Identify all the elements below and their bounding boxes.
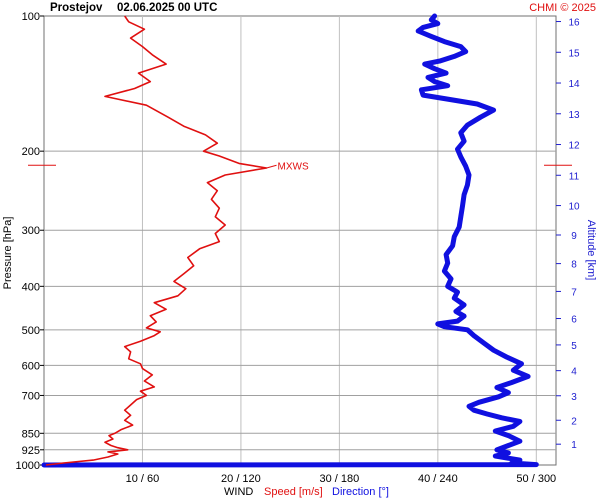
altitude-tick-label: 15 <box>568 48 580 59</box>
altitude-tick-label: 11 <box>569 171 580 182</box>
plot-frame <box>43 15 557 466</box>
x-tick-label: 40 / 240 <box>418 473 458 485</box>
x-tick-label: 50 / 300 <box>516 473 556 485</box>
x-tick-label: 30 / 180 <box>320 473 360 485</box>
altitude-tick-label: 4 <box>571 367 577 378</box>
altitude-tick-label: 13 <box>568 110 580 121</box>
copyright-label: CHMI © 2025 <box>529 2 596 14</box>
station-name: Prostejov <box>50 2 103 14</box>
speed-series-line <box>45 15 268 466</box>
altitude-tick-label: 2 <box>571 416 577 427</box>
pressure-tick-label: 500 <box>22 325 40 337</box>
altitude-tick-label: 16 <box>568 18 580 29</box>
altitude-tick-label: 7 <box>571 287 577 298</box>
pressure-tick-label: 700 <box>22 390 40 402</box>
altitude-tick-label: 10 <box>568 202 580 213</box>
pressure-tick-label: 600 <box>22 360 40 372</box>
pressure-tick-label: 925 <box>22 445 40 457</box>
x-tick-label: 10 / 60 <box>126 473 160 485</box>
pressure-tick-label: 200 <box>22 146 40 158</box>
altitude-tick-label: 5 <box>571 341 577 352</box>
altitude-tick-label: 3 <box>571 392 577 403</box>
x-tick-label: 20 / 120 <box>221 473 261 485</box>
altitude-tick-label: 12 <box>568 141 580 152</box>
max-wind-leader <box>266 164 277 169</box>
altitude-tick-label: 14 <box>568 79 580 90</box>
footer-direction-label: Direction [°] <box>332 486 389 498</box>
direction-series-line <box>41 13 539 468</box>
altitude-tick-label: 1 <box>571 440 577 451</box>
max-wind-label: MXWS <box>278 161 309 172</box>
y-right-axis-title: Altitude [km] <box>585 220 597 281</box>
pressure-tick-label: 100 <box>22 11 40 23</box>
datetime-label: 02.06.2025 00 UTC <box>117 2 217 14</box>
y-left-axis-title: Pressure [hPa] <box>2 217 14 290</box>
pressure-tick-label: 300 <box>22 225 40 237</box>
pressure-tick-label: 400 <box>22 281 40 293</box>
altitude-tick-label: 8 <box>571 260 577 271</box>
footer-wind-label: WIND <box>224 486 253 498</box>
altitude-tick-label: 9 <box>571 231 577 242</box>
pressure-tick-label: 850 <box>22 428 40 440</box>
altitude-tick-label: 6 <box>571 315 577 326</box>
footer-speed-label: Speed [m/s] <box>264 486 323 498</box>
pressure-tick-label: 1000 <box>16 460 40 472</box>
